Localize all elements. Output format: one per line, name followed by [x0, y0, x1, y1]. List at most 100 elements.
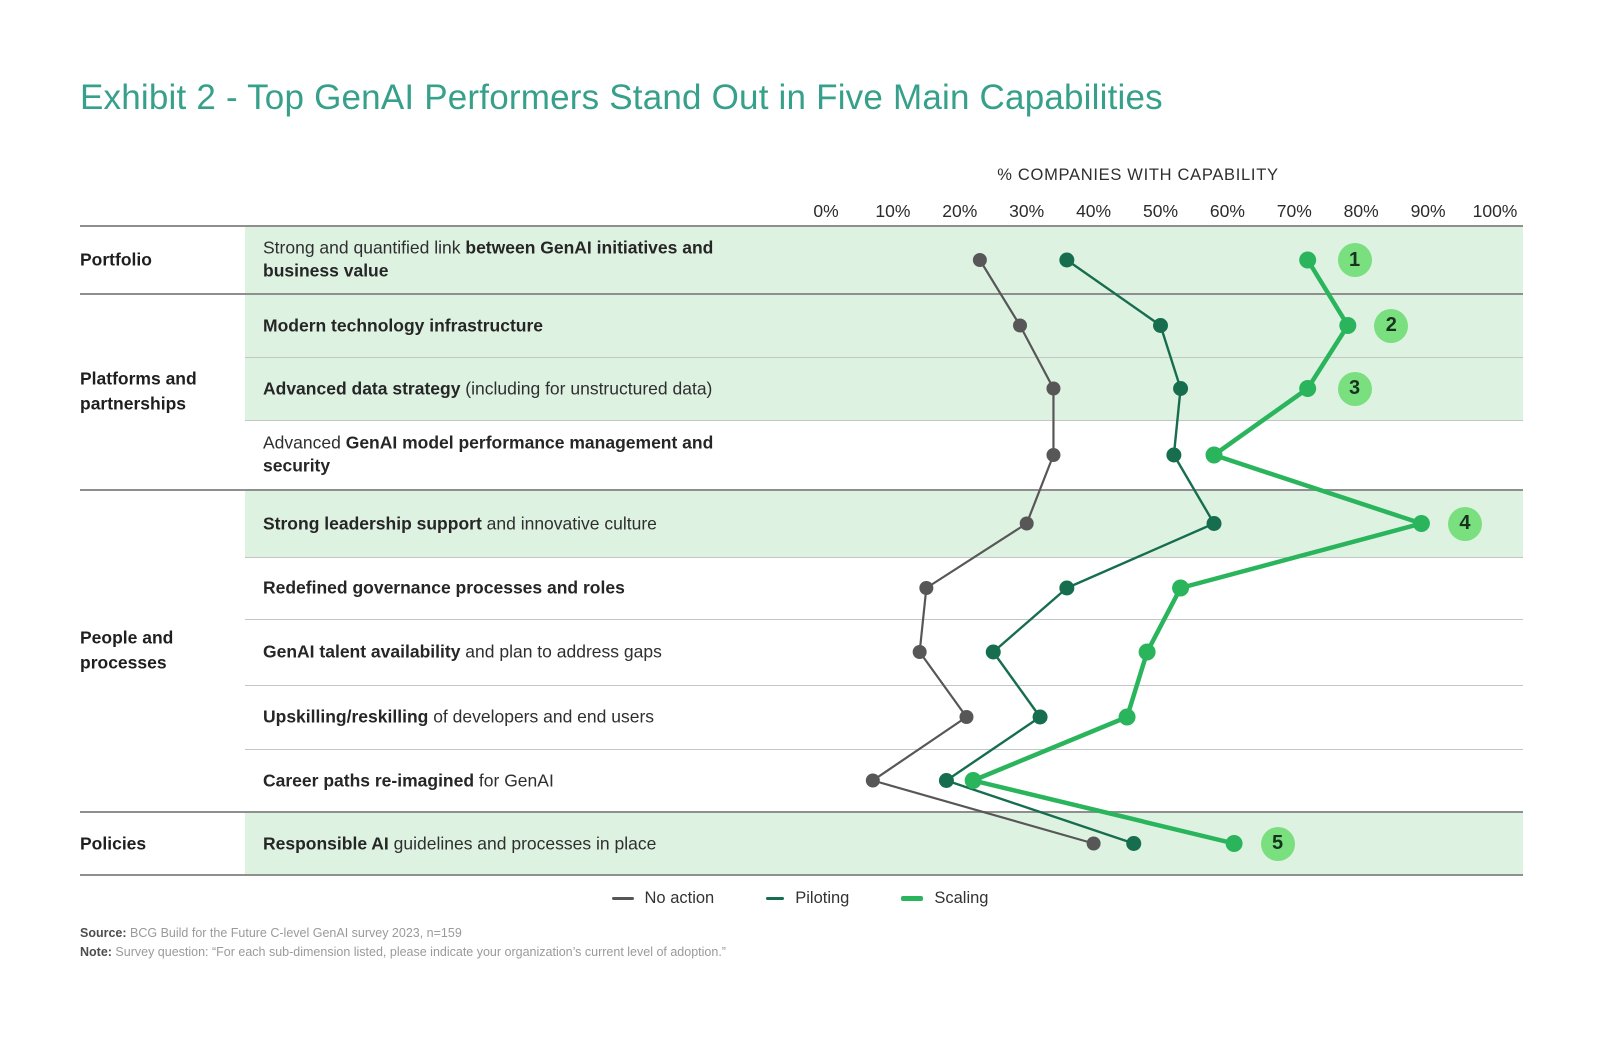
data-point-no_action [1046, 448, 1061, 462]
capability-label-bold: between GenAI initiatives and business v… [263, 237, 714, 281]
data-point-scaling [1225, 835, 1243, 852]
x-axis-tick: 80% [1343, 201, 1379, 221]
row-divider [245, 685, 1523, 686]
capability-label-bold: Modern technology infrastructure [263, 314, 544, 335]
data-point-scaling [1118, 708, 1136, 726]
capability-label-bold: GenAI talent availability [263, 641, 461, 662]
data-point-scaling [1172, 579, 1190, 597]
series-line-no_action [871, 259, 1094, 845]
group-divider [80, 225, 1523, 227]
data-point-no_action [972, 253, 987, 267]
capability-label-regular: (including for unstructured data) [460, 377, 713, 398]
group-divider [80, 811, 1523, 813]
capability-label-regular: of developers and end users [428, 706, 655, 727]
data-point-scaling [1205, 446, 1223, 464]
legend-dash-piloting [766, 897, 785, 900]
x-axis-title: % COMPANIES WITH CAPABILITY [997, 166, 1279, 184]
row-shade [245, 294, 1523, 357]
data-point-no_action [1046, 381, 1061, 396]
row-divider [245, 557, 1523, 558]
capability-label-bold: GenAI model performance management and s… [263, 432, 714, 476]
capability-label-bold: Upskilling/reskilling [263, 706, 429, 727]
x-axis-tick: 40% [1076, 201, 1112, 221]
x-axis-tick: 70% [1276, 201, 1312, 221]
capability-label: Strong leadership support and innovative… [263, 512, 768, 535]
group-divider [80, 489, 1523, 491]
data-point-piloting [1166, 447, 1182, 463]
legend-item-piloting: Piloting [766, 889, 849, 908]
capability-label: Career paths re-imagined for GenAI [263, 769, 768, 792]
row-divider [245, 749, 1523, 750]
data-point-no_action [912, 645, 927, 659]
data-point-piloting [1153, 318, 1168, 333]
capability-label-regular: guidelines and processes in place [388, 832, 657, 853]
category-label: Policies [80, 832, 147, 853]
row-shade [245, 812, 1523, 875]
legend-label: No action [644, 889, 715, 907]
capability-label: Redefined governance processes and roles [263, 576, 768, 599]
capability-label: Advanced data strategy (including for un… [263, 377, 768, 400]
data-point-piloting [1126, 836, 1142, 851]
rank-badge: 3 [1337, 371, 1372, 406]
data-point-piloting [1173, 381, 1189, 396]
exhibit-title: Exhibit 2 - Top GenAI Performers Stand O… [80, 78, 1163, 117]
series-line-piloting [945, 259, 1216, 845]
row-shade [245, 490, 1523, 557]
data-point-piloting [1032, 709, 1048, 725]
capability-label-bold: Strong leadership support [263, 512, 482, 533]
capability-label-regular: for GenAI [474, 769, 554, 790]
data-point-no_action [1019, 516, 1034, 531]
capability-label: Advanced GenAI model performance managem… [263, 432, 768, 479]
data-point-scaling [1299, 380, 1317, 397]
capability-label: Responsible AI guidelines and processes … [263, 832, 768, 855]
rank-badge: 4 [1447, 506, 1482, 541]
source-text: BCG Build for the Future C-level GenAI s… [126, 926, 462, 940]
data-point-scaling [1412, 515, 1430, 532]
data-point-no_action [865, 773, 880, 788]
capability-label-bold: Career paths re-imagined [263, 769, 475, 790]
x-axis-tick: 0% [813, 201, 839, 221]
legend-label: Scaling [934, 889, 989, 907]
data-point-no_action [919, 581, 934, 595]
legend-label: Piloting [795, 889, 850, 907]
data-point-piloting [1206, 516, 1222, 531]
data-point-no_action [1086, 836, 1101, 851]
row-divider [245, 357, 1523, 358]
legend: No action Piloting Scaling [0, 889, 1600, 908]
legend-dash-no_action [611, 897, 634, 900]
capability-label: Strong and quantified link between GenAI… [263, 237, 768, 284]
x-axis-tick: 10% [875, 201, 911, 221]
data-point-no_action [959, 710, 974, 724]
capability-label-regular: Advanced [263, 432, 346, 453]
series-lines [865, 251, 1430, 852]
data-point-scaling [1299, 251, 1317, 269]
capability-label-regular: Strong and quantified link [263, 237, 466, 258]
legend-dash-scaling [901, 896, 924, 901]
x-axis-tick: 20% [942, 201, 978, 221]
row-divider [245, 619, 1523, 620]
capability-label-bold: Redefined governance processes and roles [263, 577, 625, 598]
rank-badge: 1 [1337, 243, 1372, 277]
x-axis-tick: 100% [1472, 201, 1518, 221]
data-point-scaling [1339, 317, 1357, 334]
data-point-no_action [1013, 318, 1028, 333]
row-divider [245, 420, 1523, 421]
group-divider [80, 874, 1523, 876]
capability-label-bold: Responsible AI [263, 832, 389, 853]
category-label: Portfolio [80, 249, 152, 270]
capability-label: GenAI talent availability and plan to ad… [263, 640, 768, 663]
x-axis-tick: 50% [1142, 201, 1179, 221]
footer: Source: BCG Build for the Future C-level… [80, 924, 726, 963]
source-label: Source: [80, 926, 127, 940]
data-point-piloting [985, 644, 1001, 660]
capability-label-regular: and plan to address gaps [460, 641, 662, 662]
x-axis-tick: 30% [1009, 201, 1045, 221]
group-divider [80, 293, 1523, 295]
note-text: Survey question: “For each sub-dimension… [111, 945, 726, 960]
category-label: Platforms and partnerships [80, 368, 197, 414]
source-line: Source: BCG Build for the Future C-level… [80, 924, 726, 943]
note-label: Note: [80, 945, 112, 960]
capability-label-regular: and innovative culture [481, 512, 657, 533]
x-axis-tick: 60% [1209, 201, 1245, 221]
